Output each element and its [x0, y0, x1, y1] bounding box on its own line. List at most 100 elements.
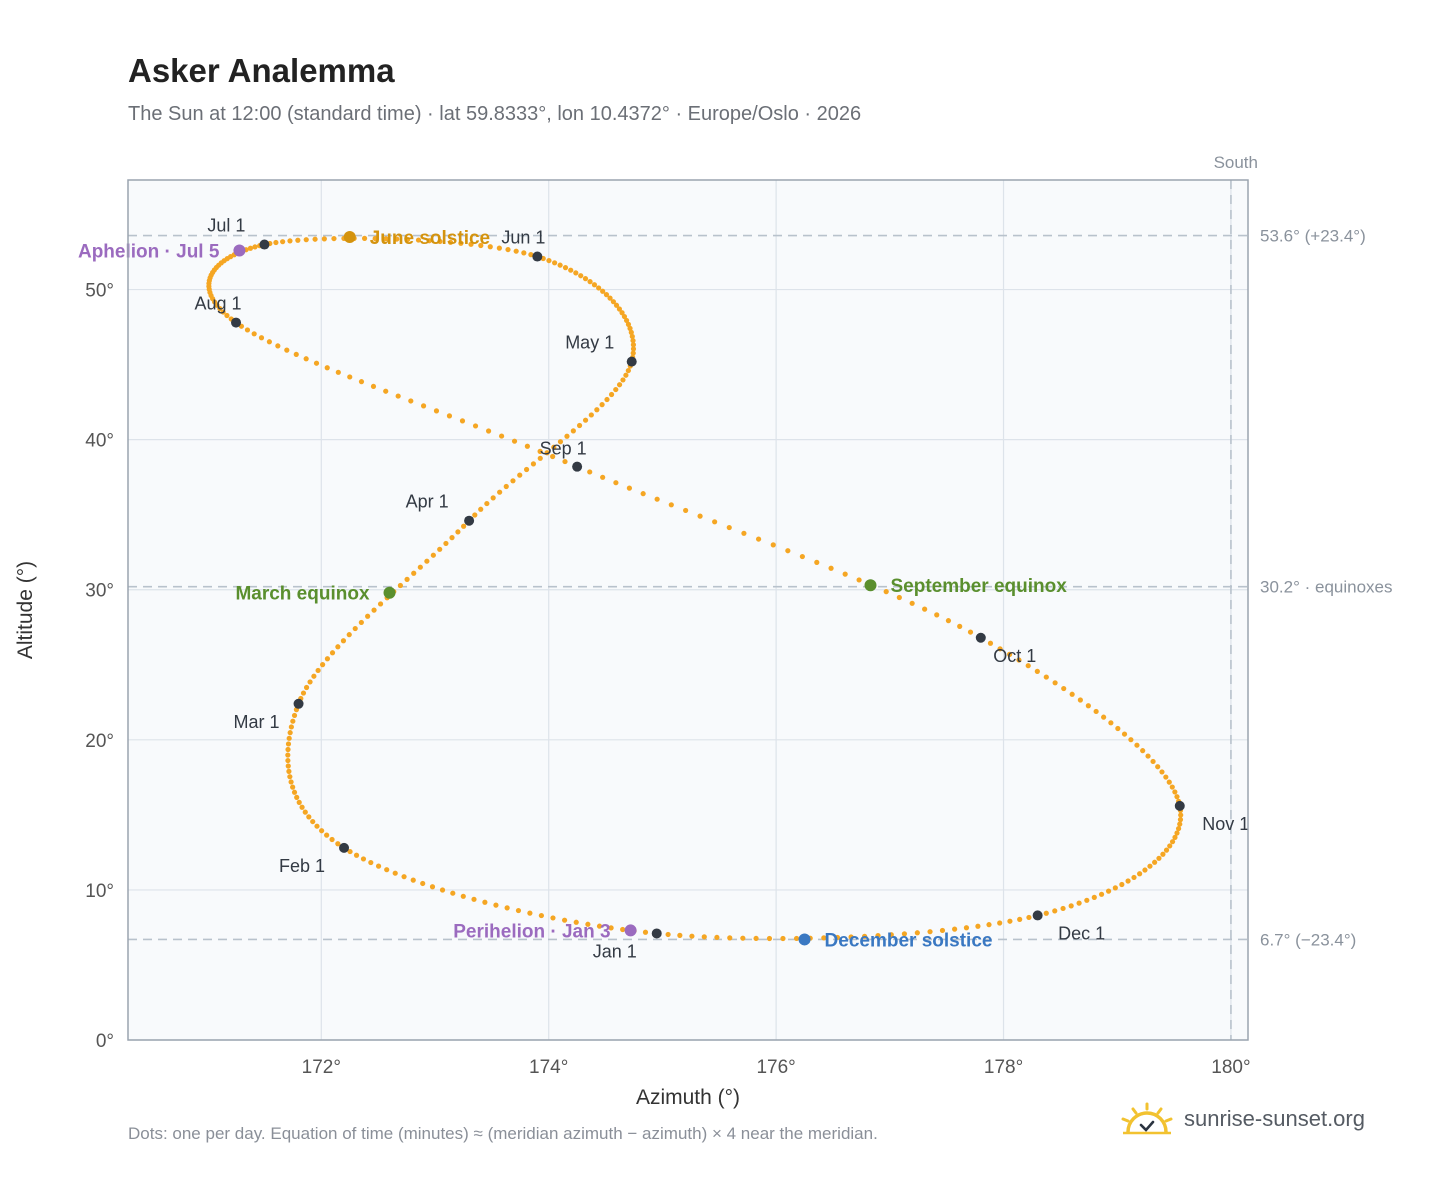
day-dot [1140, 748, 1146, 754]
day-dot [585, 921, 591, 927]
day-dot [726, 524, 732, 531]
day-dot [523, 466, 530, 473]
day-dot [1159, 769, 1165, 775]
month-label: Aug 1 [194, 294, 241, 314]
day-dot [420, 880, 426, 887]
day-dot [552, 260, 558, 266]
day-dot [455, 529, 461, 535]
x-tick-label: 176° [756, 1057, 795, 1078]
day-dot [1007, 918, 1013, 924]
day-dot [493, 902, 499, 908]
day-dot [562, 458, 568, 465]
day-dot [417, 564, 423, 570]
day-dot [1098, 891, 1105, 897]
day-dot [561, 917, 568, 923]
day-dot [433, 408, 440, 414]
day-dot [546, 257, 552, 264]
day-dot [365, 613, 371, 619]
day-dot [573, 919, 579, 925]
day-dot [967, 629, 974, 635]
day-dot [375, 863, 382, 869]
month-label: Jun 1 [501, 228, 545, 248]
day-dot [1131, 874, 1137, 881]
meridian-label: South [1214, 153, 1258, 172]
day-dot [1076, 900, 1082, 906]
day-dot [1077, 697, 1083, 703]
day-dot [628, 329, 634, 335]
month-label: Apr 1 [406, 492, 449, 512]
day-dot [449, 535, 455, 541]
day-dot [358, 619, 364, 626]
day-dot [437, 546, 443, 552]
day-dot [568, 267, 574, 273]
day-dot [755, 536, 762, 542]
day-dot [1016, 657, 1022, 663]
day-dot [1068, 903, 1074, 909]
day-dot [458, 240, 464, 246]
day-dot [528, 252, 534, 258]
day-dot [1152, 859, 1158, 865]
day-dot [1134, 742, 1140, 748]
day-dot [896, 594, 902, 601]
day-dot [299, 804, 305, 810]
day-dot [627, 325, 633, 331]
day-dot [587, 469, 593, 475]
day-dot [360, 856, 367, 862]
day-dot [934, 612, 940, 618]
reference-lines: South 53.6° (+23.4°) 30.2° · equinoxes 6.7°… [128, 153, 1393, 1040]
event-marker [798, 933, 811, 946]
day-dot [482, 899, 488, 905]
day-dot [1177, 821, 1183, 827]
day-dot [287, 774, 293, 780]
month-marker [259, 239, 270, 250]
day-dot [640, 491, 646, 497]
month-marker [293, 698, 304, 709]
brand-name[interactable]: sunrise-sunset.org [1184, 1106, 1365, 1131]
day-dot [329, 650, 336, 656]
day-dot [286, 735, 292, 741]
day-dot [1172, 789, 1178, 795]
day-dot [963, 925, 970, 931]
day-dot [358, 379, 365, 385]
day-dot [1093, 708, 1099, 715]
day-dot [619, 310, 625, 316]
x-tick-label: 172° [302, 1057, 341, 1078]
day-dot [785, 548, 791, 554]
day-dot [244, 327, 251, 333]
day-dot [578, 273, 584, 279]
day-dot [478, 506, 484, 512]
day-dot [513, 248, 519, 254]
day-dot [620, 377, 626, 383]
day-dot [1069, 691, 1075, 697]
day-dot [300, 690, 307, 696]
day-dot [484, 500, 490, 507]
day-dot [538, 912, 544, 919]
day-dot [460, 893, 466, 899]
day-dot [613, 302, 620, 308]
day-dot [1163, 847, 1170, 853]
day-dot [620, 926, 626, 933]
day-dot [1166, 779, 1172, 785]
day-dot [625, 367, 631, 374]
day-dot [370, 383, 377, 390]
day-dot [487, 244, 493, 250]
brand-logo[interactable]: sunrise-sunset.org [1120, 1102, 1365, 1136]
day-dot [1137, 871, 1143, 877]
event-marker [864, 579, 877, 592]
day-dot [537, 448, 543, 454]
day-dot [266, 339, 272, 345]
day-dot [550, 915, 556, 921]
month-marker [626, 356, 637, 367]
reference-line-label: 6.7° (−23.4°) [1260, 930, 1356, 949]
day-dot [875, 932, 881, 939]
x-axis-label: Azimuth (°) [636, 1086, 740, 1109]
reference-line-label: 53.6° (+23.4°) [1260, 227, 1366, 246]
day-dot [1145, 753, 1151, 759]
day-dot [404, 576, 410, 582]
day-dot [616, 306, 623, 312]
day-dot [340, 638, 347, 644]
day-dot [697, 513, 703, 519]
day-dot [1017, 916, 1023, 922]
day-dot [303, 356, 309, 362]
day-dot [324, 365, 330, 371]
